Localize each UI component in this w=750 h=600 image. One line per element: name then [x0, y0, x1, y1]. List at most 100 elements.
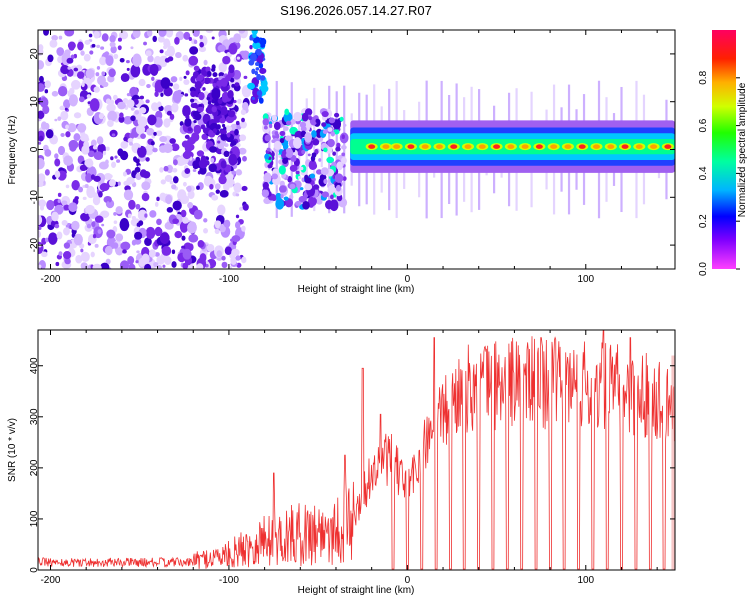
noise-blob	[101, 71, 106, 76]
burst-blob	[255, 67, 260, 71]
noise-blob	[145, 50, 152, 57]
snr-xlabel: Height of straight line (km)	[298, 585, 415, 596]
noise-blob	[182, 181, 187, 187]
snr-axes: -200 -100 0 100 0 100 200 300 400	[29, 330, 675, 586]
noise-blob	[150, 140, 155, 146]
x-tick-label: -200	[40, 274, 60, 285]
noise-blob	[63, 227, 70, 236]
noise-blob	[217, 204, 226, 216]
noise-blob	[123, 116, 133, 125]
noise-blob	[171, 184, 177, 190]
noise-blob	[116, 159, 121, 163]
noise-blob	[60, 64, 70, 75]
noise-blob	[206, 96, 211, 101]
noise-blob	[38, 75, 44, 83]
noise-blob	[109, 41, 116, 48]
noise-blob	[171, 102, 179, 113]
noise-blob	[266, 147, 271, 152]
noise-blob	[315, 169, 323, 175]
tone-peak-core	[493, 144, 501, 149]
noise-blob	[278, 165, 286, 175]
noise-blob	[235, 193, 240, 197]
noise-blob	[55, 261, 60, 267]
noise-blob	[188, 243, 194, 251]
tone-peak-core	[564, 144, 572, 149]
noise-blob	[205, 30, 214, 34]
noise-blob	[91, 43, 96, 48]
noise-blob	[73, 53, 78, 59]
noise-blob	[211, 67, 216, 72]
noise-blob	[115, 206, 123, 215]
noise-blob	[107, 119, 114, 128]
noise-blob	[112, 242, 119, 249]
noise-blob	[149, 210, 157, 218]
noise-blob	[330, 194, 334, 200]
noise-blob	[110, 156, 114, 161]
noise-blob	[135, 124, 146, 135]
noise-blob	[241, 185, 248, 192]
colorbar-tick-label: 0.0	[698, 262, 709, 276]
noise-blob	[63, 242, 71, 249]
noise-blob	[222, 55, 231, 65]
noise-blob	[44, 169, 50, 176]
noise-blob	[271, 173, 278, 180]
noise-blob	[199, 35, 203, 40]
noise-blob	[137, 145, 147, 158]
noise-blob	[166, 164, 174, 174]
noise-blob	[144, 213, 148, 218]
noise-blob	[179, 76, 183, 82]
noise-blob	[212, 128, 218, 134]
noise-blob	[318, 158, 322, 162]
noise-blob	[203, 218, 208, 223]
noise-blob	[184, 150, 188, 155]
y-tick-label: 300	[29, 408, 40, 425]
noise-blob	[326, 156, 335, 164]
noise-blob	[330, 131, 336, 137]
noise-blob	[223, 219, 231, 228]
noise-blob	[166, 110, 172, 116]
noise-blob	[111, 161, 117, 168]
noise-blob	[236, 56, 241, 60]
noise-blob	[54, 170, 61, 179]
noise-blob	[141, 181, 151, 191]
noise-blob	[135, 260, 139, 264]
noise-blob	[38, 157, 45, 170]
burst-blob	[249, 44, 253, 50]
noise-blob	[315, 118, 320, 124]
noise-blob	[183, 79, 190, 85]
noise-blob	[63, 204, 70, 211]
noise-blob	[84, 39, 91, 45]
noise-blob	[38, 135, 44, 142]
noise-blob	[123, 189, 134, 201]
noise-blob	[230, 140, 237, 146]
noise-blob	[115, 233, 124, 242]
noise-blob	[329, 199, 339, 212]
noise-blob	[334, 173, 344, 183]
noise-blob	[278, 185, 287, 193]
noise-blob	[62, 251, 72, 260]
noise-blob	[281, 150, 287, 156]
noise-blob	[119, 57, 125, 63]
noise-blob	[311, 130, 317, 138]
noise-blob	[159, 232, 170, 245]
noise-blob	[75, 254, 83, 264]
burst-blob	[254, 70, 259, 76]
noise-blob	[187, 190, 195, 199]
noise-blob	[272, 197, 277, 201]
burst-blob	[259, 37, 267, 46]
colorbar-tick-label: 0.6	[698, 118, 709, 132]
noise-blob	[96, 65, 101, 70]
noise-blob	[199, 41, 204, 48]
noise-blob	[51, 211, 59, 222]
noise-blob	[88, 33, 93, 38]
noise-blob	[96, 136, 104, 145]
noise-blob	[292, 137, 302, 149]
noise-blob	[231, 248, 240, 256]
noise-blob	[181, 140, 190, 148]
noise-blob	[138, 257, 146, 267]
noise-blob	[238, 147, 247, 155]
x-tick-label: 100	[577, 274, 594, 285]
noise-blob	[172, 176, 179, 184]
burst-blob	[252, 36, 261, 44]
noise-blob	[321, 122, 327, 127]
